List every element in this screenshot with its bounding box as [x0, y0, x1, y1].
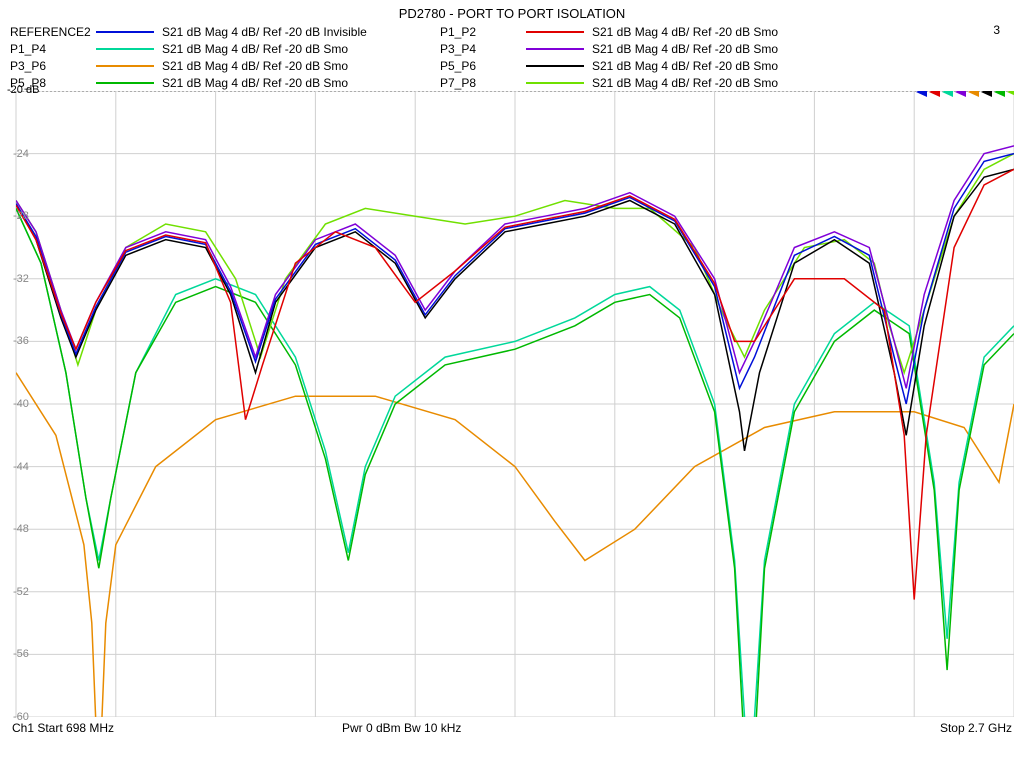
- legend-swatch: [96, 31, 154, 33]
- legend: REFERENCE2 S21 dB Mag 4 dB/ Ref -20 dB In…: [0, 23, 1024, 91]
- ref-marker-icon: [994, 91, 1005, 97]
- legend-desc: S21 dB Mag 4 dB/ Ref -20 dB Smo: [162, 76, 440, 90]
- legend-name: P7_P8: [440, 76, 526, 90]
- legend-swatch: [526, 31, 584, 33]
- legend-name: P3_P4: [440, 42, 526, 56]
- legend-item: P5_P6 S21 dB Mag 4 dB/ Ref -20 dB Smo: [440, 57, 870, 74]
- ref-marker-icon: [981, 91, 992, 97]
- legend-desc: S21 dB Mag 4 dB/ Ref -20 dB Smo: [592, 59, 870, 73]
- legend-name: P1_P2: [440, 25, 526, 39]
- footer-stop: Stop 2.7 GHz: [940, 721, 1012, 735]
- legend-name: REFERENCE2: [10, 25, 96, 39]
- legend-swatch: [96, 48, 154, 50]
- legend-item: P7_P8 S21 dB Mag 4 dB/ Ref -20 dB Smo: [440, 74, 870, 91]
- legend-desc: S21 dB Mag 4 dB/ Ref -20 dB Smo: [162, 42, 440, 56]
- y-tick-label: -32: [13, 273, 29, 285]
- legend-swatch: [526, 82, 584, 84]
- ref-marker-icon: [942, 91, 953, 97]
- legend-swatch: [526, 65, 584, 67]
- chart-title: PD2780 - PORT TO PORT ISOLATION: [0, 0, 1024, 23]
- y-tick-label: -28: [13, 210, 29, 222]
- legend-swatch: [96, 82, 154, 84]
- ref-level-label: -20 dB: [7, 84, 39, 96]
- y-tick-label: -52: [13, 586, 29, 598]
- top-right-number: 3: [870, 23, 1014, 91]
- ref-marker-icon: [929, 91, 940, 97]
- legend-swatch: [96, 65, 154, 67]
- footer-start: Ch1 Start 698 MHz: [12, 721, 342, 735]
- y-tick-label: -24: [13, 148, 29, 160]
- y-tick-label: -60: [13, 711, 29, 723]
- legend-swatch: [526, 48, 584, 50]
- legend-name: P1_P4: [10, 42, 96, 56]
- ref-marker-icon: [1007, 91, 1014, 97]
- legend-item: REFERENCE2 S21 dB Mag 4 dB/ Ref -20 dB In…: [10, 23, 440, 40]
- footer-mid: Pwr 0 dBm Bw 10 kHz: [342, 721, 940, 735]
- chart-area: -20 dB -24-28-32-36-40-44-48-52-56-60: [10, 91, 1014, 717]
- ref-marker-icon: [955, 91, 966, 97]
- y-tick-label: -40: [13, 398, 29, 410]
- legend-desc: S21 dB Mag 4 dB/ Ref -20 dB Invisible: [162, 25, 440, 39]
- y-tick-label: -48: [13, 523, 29, 535]
- legend-item: P1_P2 S21 dB Mag 4 dB/ Ref -20 dB Smo: [440, 23, 870, 40]
- legend-desc: S21 dB Mag 4 dB/ Ref -20 dB Smo: [592, 25, 870, 39]
- legend-desc: S21 dB Mag 4 dB/ Ref -20 dB Smo: [592, 76, 870, 90]
- legend-desc: S21 dB Mag 4 dB/ Ref -20 dB Smo: [592, 42, 870, 56]
- y-tick-label: -44: [13, 461, 29, 473]
- y-tick-label: -36: [13, 335, 29, 347]
- legend-name: P5_P6: [440, 59, 526, 73]
- legend-item: P5_P8S21 dB Mag 4 dB/ Ref -20 dB Smo: [10, 74, 440, 91]
- y-tick-label: -56: [13, 648, 29, 660]
- legend-item: P3_P6 S21 dB Mag 4 dB/ Ref -20 dB Smo: [10, 57, 440, 74]
- ref-marker-icon: [916, 91, 927, 97]
- line-chart: [10, 91, 1014, 717]
- legend-item: P1_P4 S21 dB Mag 4 dB/ Ref -20 dB Smo: [10, 40, 440, 57]
- legend-item: P3_P4 S21 dB Mag 4 dB/ Ref -20 dB Smo: [440, 40, 870, 57]
- legend-desc: S21 dB Mag 4 dB/ Ref -20 dB Smo: [162, 59, 440, 73]
- legend-name: P3_P6: [10, 59, 96, 73]
- footer: Ch1 Start 698 MHz Pwr 0 dBm Bw 10 kHz St…: [0, 717, 1024, 735]
- ref-marker-icon: [968, 91, 979, 97]
